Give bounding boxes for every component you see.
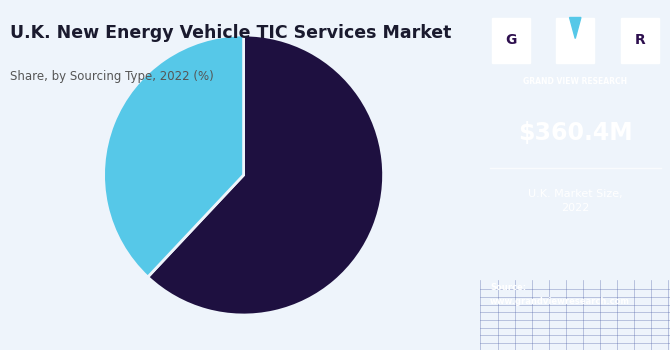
Text: R: R [634,33,645,47]
Text: U.K. New Energy Vehicle TIC Services Market: U.K. New Energy Vehicle TIC Services Mar… [10,25,452,42]
Bar [492,18,530,63]
Text: GRAND VIEW RESEARCH: GRAND VIEW RESEARCH [523,77,627,86]
Text: G: G [505,33,517,47]
Text: Share, by Sourcing Type, 2022 (%): Share, by Sourcing Type, 2022 (%) [10,70,214,83]
Text: U.K. Market Size,
2022: U.K. Market Size, 2022 [528,189,622,213]
Text: Source:
www.grandviewresearch.com: Source: www.grandviewresearch.com [490,284,630,306]
Legend: In-House, Outsourced: In-House, Outsourced [153,349,334,350]
Text: $360.4M: $360.4M [518,121,632,145]
Polygon shape [570,18,581,38]
Bar [620,18,659,63]
Wedge shape [148,35,384,315]
Bar [556,18,594,63]
Wedge shape [104,35,244,277]
